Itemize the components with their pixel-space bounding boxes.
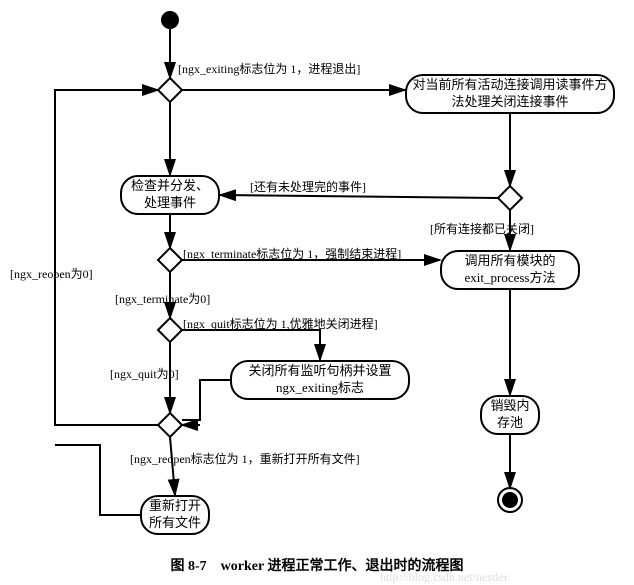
node-close-listen: 关闭所有监听句柄并设置ngx_exiting标志 xyxy=(230,360,410,400)
node-read-events: 对当前所有活动连接调用读事件方法处理关闭连接事件 xyxy=(405,74,615,114)
label-all-closed: [所有连接都已关闭] xyxy=(430,220,534,237)
label-exiting: [ngx_exiting标志位为 1，进程退出] xyxy=(178,60,360,77)
label-terminate-0: [ngx_terminate为0] xyxy=(115,290,210,307)
text: 检查并分发、处理事件 xyxy=(126,178,214,212)
text: 销毁内存池 xyxy=(486,398,534,432)
text: 重新打开所有文件 xyxy=(146,498,204,532)
label-quit-1: [ngx_quit标志位为 1,优雅地关闭进程] xyxy=(183,315,378,332)
node-reopen-files: 重新打开所有文件 xyxy=(140,495,210,535)
node-check-dispatch: 检查并分发、处理事件 xyxy=(120,175,220,215)
label-quit-0: [ngx_quit为0] xyxy=(110,365,179,382)
text: 对当前所有活动连接调用读事件方法处理关闭连接事件 xyxy=(411,77,609,111)
label-terminate-1: [ngx_terminate标志位为 1，强制结束进程] xyxy=(183,245,401,262)
label-reopen-0: [ngx_reopen为0] xyxy=(10,265,93,282)
text: 关闭所有监听句柄并设置ngx_exiting标志 xyxy=(236,363,404,397)
figure-caption: 图 8-7 worker 进程正常工作、退出时的流程图 xyxy=(0,555,634,575)
text: 调用所有模块的exit_process方法 xyxy=(446,253,574,287)
node-exit-process: 调用所有模块的exit_process方法 xyxy=(440,250,580,290)
label-pending-events: [还有未处理完的事件] xyxy=(250,178,366,195)
node-destroy-pool: 销毁内存池 xyxy=(480,395,540,435)
watermark: http://blog.csdn.net/nestler xyxy=(380,570,508,585)
label-reopen-1: [ngx_reopen标志位为 1，重新打开所有文件] xyxy=(130,450,360,467)
